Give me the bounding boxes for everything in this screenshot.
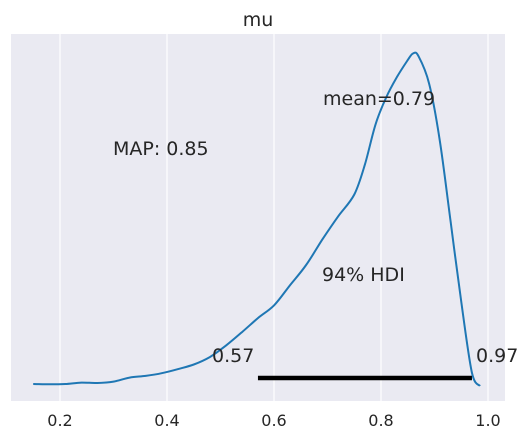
x-tick-label: 1.0 bbox=[475, 411, 500, 430]
x-tick-label: 0.2 bbox=[47, 411, 72, 430]
hdi-high-label: 0.97 bbox=[476, 345, 518, 367]
hdi-label: 94% HDI bbox=[322, 264, 405, 286]
mean-annotation: mean=0.79 bbox=[323, 88, 435, 110]
x-tick-label: 0.8 bbox=[368, 411, 393, 430]
map-annotation: MAP: 0.85 bbox=[113, 138, 209, 160]
x-axis-ticks: 0.2 0.4 0.6 0.8 1.0 bbox=[47, 411, 500, 430]
hdi-low-label: 0.57 bbox=[212, 345, 254, 367]
x-tick-label: 0.6 bbox=[261, 411, 286, 430]
gridlines bbox=[59, 34, 489, 401]
plot-area bbox=[11, 34, 505, 401]
density-curve bbox=[33, 51, 481, 387]
chart-title: mu bbox=[243, 9, 274, 31]
x-tick-label: 0.4 bbox=[154, 411, 179, 430]
